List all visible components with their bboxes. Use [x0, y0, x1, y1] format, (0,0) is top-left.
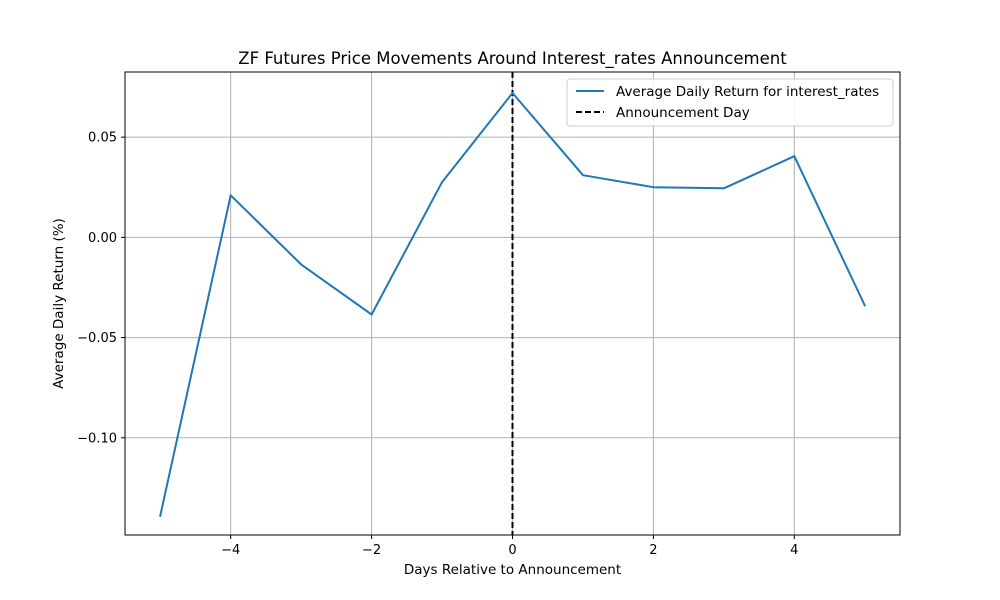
x-tick-label: −4	[221, 543, 240, 558]
legend-box	[566, 78, 894, 127]
data-point	[722, 187, 725, 190]
y-axis-ticks: −0.10 −0.05 0.00 0.05	[77, 131, 125, 446]
x-tick-label: 0	[508, 543, 516, 558]
y-axis-label: Average Daily Return (%)	[51, 218, 67, 389]
x-axis-ticks: −4 −2 0 2 4	[221, 535, 798, 558]
chart-title: ZF Futures Price Movements Around Intere…	[238, 49, 787, 69]
legend-label-series: Average Daily Return for interest_rates	[616, 84, 879, 100]
data-point	[159, 514, 162, 517]
x-tick-label: −2	[362, 543, 381, 558]
legend-label-announcement-day: Announcement Day	[616, 105, 750, 121]
data-point	[511, 92, 514, 95]
legend: Average Daily Return for interest_rates …	[566, 78, 894, 127]
grid	[125, 72, 900, 535]
data-point	[441, 181, 444, 184]
x-tick-label: 2	[649, 543, 657, 558]
data-point	[863, 304, 866, 307]
y-tick-label: −0.05	[77, 331, 117, 346]
x-tick-label: 4	[790, 543, 798, 558]
y-tick-label: −0.10	[77, 431, 117, 446]
data-point	[793, 155, 796, 158]
series-layer	[159, 92, 866, 517]
y-tick-label: 0.00	[88, 231, 117, 246]
data-point	[229, 194, 232, 197]
data-point	[581, 174, 584, 177]
data-point	[300, 263, 303, 266]
x-axis-label: Days Relative to Announcement	[404, 562, 621, 578]
data-point	[370, 313, 373, 316]
data-point	[652, 186, 655, 189]
y-tick-label: 0.05	[88, 131, 117, 146]
